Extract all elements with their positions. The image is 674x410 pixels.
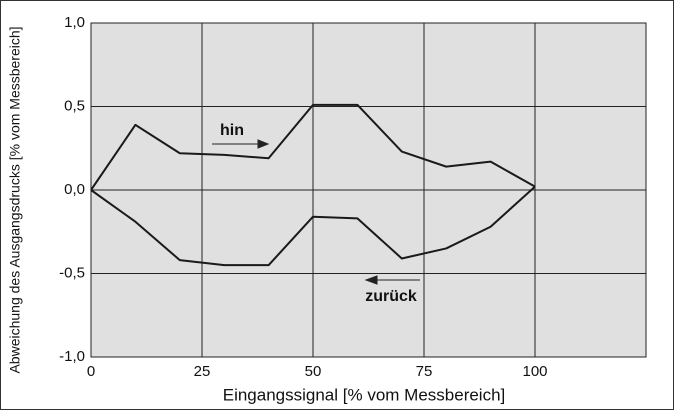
y-tick-label: 1,0 — [64, 14, 85, 31]
arrow — [364, 275, 420, 285]
data-line — [90, 103, 536, 191]
y-tick-label: 0,0 — [64, 181, 85, 198]
x-tick-label: 25 — [194, 363, 211, 380]
y-tick-label: 0,5 — [64, 97, 85, 114]
x-axis-label: Eingangssignal [% vom Messbereich] — [223, 385, 506, 404]
x-tick-label: 0 — [87, 363, 95, 380]
x-tick-label: 100 — [522, 363, 547, 380]
data-line — [90, 185, 536, 267]
y-tick-label: -0,5 — [59, 264, 85, 281]
arrow — [212, 139, 270, 149]
x-tick-label: 50 — [305, 363, 322, 380]
series-label: zurück — [365, 288, 417, 305]
y-tick-label: -1,0 — [59, 348, 85, 365]
y-axis-label: Abweichung des Ausgangsdrucks [% vom Mes… — [7, 26, 23, 373]
x-tick-label: 75 — [416, 363, 433, 380]
series-label: hin — [220, 122, 244, 139]
